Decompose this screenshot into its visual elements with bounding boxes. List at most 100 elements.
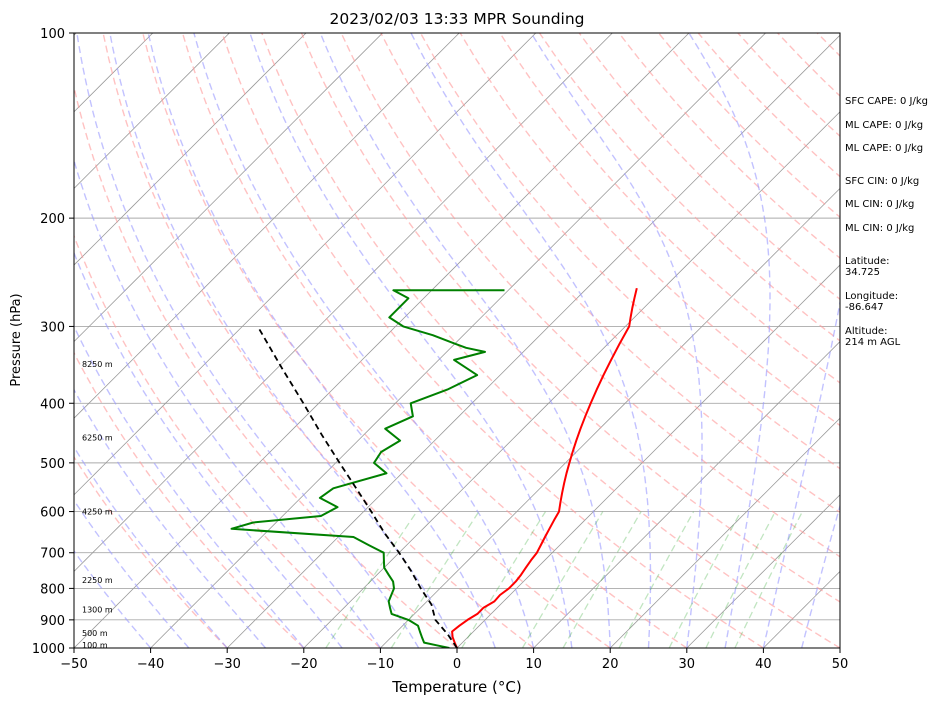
mixing-ratio-line <box>668 511 742 648</box>
side-annotation: ML CAPE: 0 J/kg <box>845 120 923 131</box>
side-annotation: SFC CIN: 0 J/kg <box>845 176 919 187</box>
mixing-ratio-line <box>734 511 803 648</box>
dry-adiabat-line <box>459 33 840 427</box>
x-tick-label: 50 <box>832 657 849 672</box>
moist-adiabat-line <box>74 251 343 648</box>
dewpoint-line <box>230 289 505 648</box>
y-axis: 100 200 300 400 500 600 700 800 900 1000 <box>32 27 74 657</box>
height-labels: 100 m 500 m 1300 m 2250 m 4250 m 6250 m 8250 m <box>82 360 113 650</box>
height-label: 8250 m <box>82 360 113 369</box>
isotherm-line <box>609 417 840 648</box>
y-tick-label: 600 <box>40 506 65 521</box>
mixing-ratio-line <box>461 511 547 648</box>
height-label: 1300 m <box>82 605 113 614</box>
moist-adiabat-line <box>147 33 496 648</box>
dry-adiabat-line <box>102 33 535 648</box>
y-tick-label: 800 <box>40 582 65 597</box>
x-tick-label: 0 <box>453 657 461 672</box>
x-tick-label: −10 <box>367 657 394 672</box>
moist-adiabat-line <box>74 324 305 648</box>
y-tick-label: 300 <box>40 320 65 335</box>
side-annotation: Longitude: -86.647 <box>845 291 898 313</box>
y-tick-label: 700 <box>40 547 65 562</box>
dry-adiabat-line <box>74 84 458 648</box>
background-lines <box>74 33 840 648</box>
side-annotation: Latitude: 34.725 <box>845 256 890 278</box>
moist-adiabat-line <box>74 158 381 648</box>
y-tick-label: 400 <box>40 397 65 412</box>
mixing-ratio-line <box>521 511 604 648</box>
series-lines <box>230 287 638 648</box>
height-label: 100 m <box>82 641 108 650</box>
side-annotation: SFC CAPE: 0 J/kg <box>845 96 928 107</box>
dry-adiabat-line <box>74 351 305 648</box>
x-tick-label: 30 <box>679 657 696 672</box>
isotherm-line <box>74 33 613 572</box>
isotherm-line <box>686 494 840 648</box>
side-annotation: ML CIN: 0 J/kg <box>845 199 914 210</box>
side-annotations: SFC CAPE: 0 J/kg ML CAPE: 0 J/kg ML CAPE: … <box>845 96 928 348</box>
x-axis: −50 −40 −30 −20 −10 0 10 20 30 40 50 <box>60 648 848 672</box>
dry-adiabat-line <box>340 33 840 558</box>
isotherm-line <box>74 33 537 496</box>
dry-adiabat-line <box>181 33 688 648</box>
temperature-line <box>451 287 638 648</box>
y-axis-label: Pressure (hPa) <box>9 293 24 386</box>
moist-adiabat-line <box>76 33 420 648</box>
x-axis-label: Temperature (°C) <box>391 678 521 696</box>
x-tick-label: 40 <box>755 657 772 672</box>
dry-adiabat-line <box>74 455 228 648</box>
moist-adiabat-line <box>801 503 840 648</box>
isotherm-line <box>303 111 840 648</box>
mixing-ratio-line <box>705 511 776 648</box>
moist-adiabat-line <box>530 33 703 648</box>
isotherm-line <box>74 33 383 343</box>
isotherm-line <box>74 33 690 648</box>
y-tick-label: 100 <box>40 27 65 42</box>
height-label: 2250 m <box>82 576 113 585</box>
mixing-ratio-line <box>618 511 695 648</box>
isotherm-line <box>226 34 840 648</box>
side-annotation: ML CIN: 0 J/kg <box>845 223 914 234</box>
moist-adiabat-line <box>688 33 771 648</box>
y-tick-label: 1000 <box>32 642 65 657</box>
moist-adiabat-line <box>762 298 840 648</box>
y-tick-label: 500 <box>40 457 65 472</box>
isotherm-line <box>763 570 840 648</box>
height-label: 500 m <box>82 629 108 638</box>
moist-adiabat-line <box>193 33 535 648</box>
isotherm-line <box>74 33 460 419</box>
x-tick-label: −30 <box>213 657 240 672</box>
chart-title: 2023/02/03 13:33 MPR Sounding <box>329 10 584 28</box>
dry-adiabat-line <box>74 234 381 648</box>
moist-adiabat-line <box>74 499 190 648</box>
y-tick-label: 200 <box>40 212 65 227</box>
height-label: 6250 m <box>82 434 113 443</box>
isotherm-line <box>456 264 840 648</box>
mixing-ratio-line <box>390 511 480 648</box>
x-tick-label: 10 <box>525 657 542 672</box>
dry-adiabat-line <box>538 33 840 342</box>
x-tick-label: −20 <box>290 657 317 672</box>
x-tick-label: −40 <box>137 657 164 672</box>
x-tick-label: −50 <box>60 657 87 672</box>
dry-adiabat-line <box>578 33 840 301</box>
y-tick-label: 900 <box>40 614 65 629</box>
moist-adiabat-line <box>410 33 652 648</box>
moist-adiabat-line <box>74 388 267 648</box>
dry-adiabat-line <box>221 33 764 648</box>
isotherm-line <box>380 187 840 648</box>
height-label: 4250 m <box>82 508 113 517</box>
mixing-ratio-line <box>325 511 418 648</box>
dry-adiabat-line <box>261 33 840 648</box>
side-annotation: ML CAPE: 0 J/kg <box>845 143 923 154</box>
mixing-ratio-line <box>562 511 642 648</box>
side-annotation: Altitude: 214 m AGL <box>845 326 901 348</box>
isotherm-line <box>150 33 766 648</box>
moist-adiabat-line <box>74 445 228 648</box>
dry-adiabat-line <box>300 33 840 603</box>
moist-adiabat-line <box>249 33 573 648</box>
dry-adiabat-line <box>499 33 840 384</box>
